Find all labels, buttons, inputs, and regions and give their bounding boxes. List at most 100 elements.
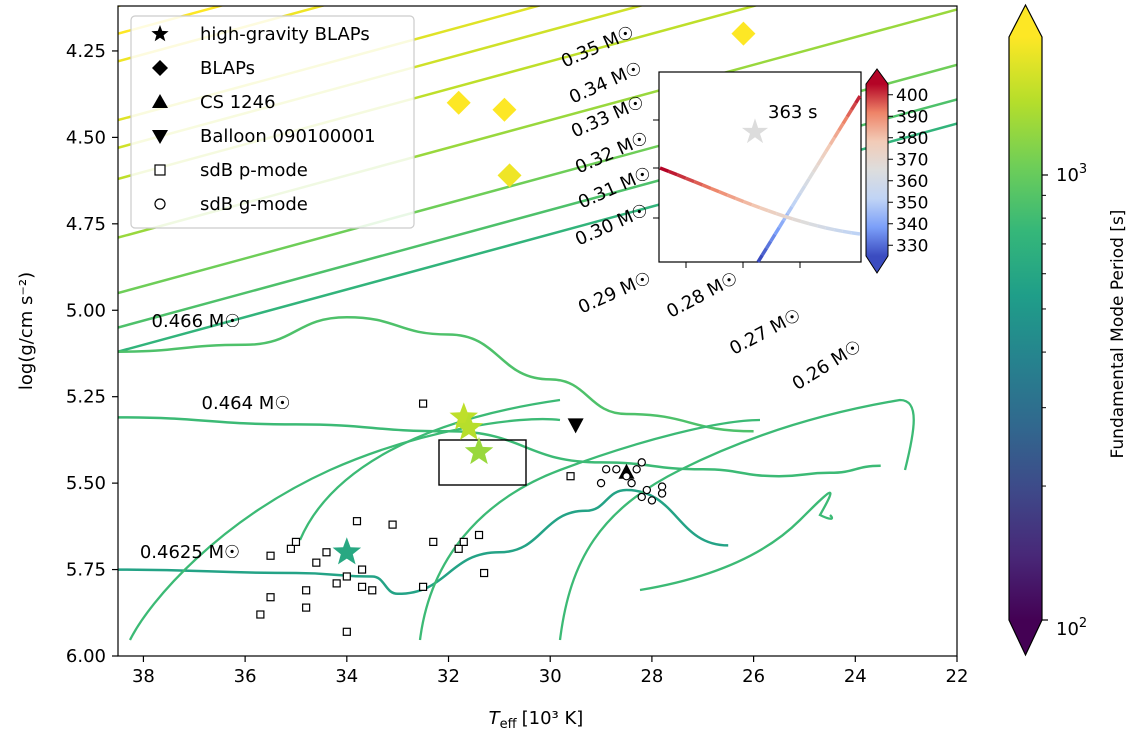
- sdb-p-mode-marker: [332, 579, 341, 588]
- sdb-g-mode-marker: [632, 465, 641, 474]
- x-tick-label: 36: [234, 666, 257, 687]
- inset-track-segment: [828, 136, 836, 146]
- x-axis-label: Teff [10³ K]: [489, 708, 584, 732]
- legend: high-gravity BLAPs BLAPs CS 1246 Balloon 09…: [130, 15, 415, 229]
- inset-track-segment: [841, 115, 849, 125]
- legend-square-icon: [154, 164, 166, 176]
- inset-track-segment: [685, 176, 695, 184]
- track-label: 0.26 M☉: [789, 336, 866, 395]
- inset-track-segment: [851, 231, 861, 236]
- track-line: [118, 416, 881, 478]
- y-axis-ticks: 4.25 4.50 4.75 5.00 5.25 5.50 5.75 6.00: [66, 41, 118, 667]
- x-tick-label: 24: [844, 666, 867, 687]
- legend-entry-label: CS 1246: [200, 92, 276, 113]
- inset-track-segment: [854, 95, 862, 104]
- legend-entry-label: sdB g-mode: [200, 194, 308, 215]
- inset-colorbar-tick-label: 350: [896, 193, 928, 213]
- inset-track-segment: [701, 183, 712, 191]
- inset-track-segment: [803, 178, 811, 187]
- track-line: [118, 6, 123, 8]
- colorbar-bottom-extend: [1009, 620, 1042, 655]
- legend-entry-label: sdB p-mode: [200, 160, 308, 181]
- data-markers: [256, 21, 756, 636]
- inset-track-segment: [676, 173, 687, 180]
- inset-track-segment: [799, 185, 807, 194]
- inset-track-segment: [833, 129, 841, 139]
- inset-plot: ★ 363 s: [653, 71, 862, 268]
- inset-colorbar-tick-label: 400: [896, 86, 928, 106]
- inset-track-segment: [825, 226, 835, 232]
- inset-colorbar-frame: [865, 68, 889, 274]
- track-hook: [639, 491, 834, 592]
- sdb-g-mode-marker: [612, 465, 621, 474]
- inset-track-segment: [811, 164, 819, 173]
- track-label: 0.27 M☉: [726, 305, 804, 360]
- sdb-p-mode-marker: [302, 603, 311, 612]
- inset-track-segment: [718, 190, 729, 197]
- inset-frame: [658, 71, 862, 263]
- high-gravity-blap-marker: [454, 412, 484, 440]
- colorbar-label: Fundamental Mode Period [s]: [1108, 210, 1128, 459]
- inset-track-segment: [820, 150, 828, 160]
- main-axes-frame: [117, 5, 958, 657]
- sdb-g-mode-marker: [601, 465, 611, 474]
- inset-track-segment: [743, 199, 753, 207]
- sdb-p-mode-marker: [322, 548, 331, 557]
- blap-marker: [497, 163, 522, 188]
- sdb-p-mode-marker: [302, 586, 311, 595]
- inset-track-segment: [808, 221, 818, 228]
- sdb-p-mode-marker: [342, 627, 351, 636]
- sdb-p-mode-marker: [256, 610, 265, 619]
- colorbar-tick-label-high: 103: [1056, 162, 1087, 186]
- legend-circle-icon: [154, 198, 166, 210]
- legend-star-icon: [151, 25, 169, 42]
- inset-colorbar-gradient: [866, 84, 888, 256]
- inset-track-segment: [816, 157, 824, 167]
- sdb-p-mode-marker: [474, 530, 484, 540]
- sdb-g-mode-marker: [637, 492, 646, 502]
- inset-track-segment: [773, 226, 781, 236]
- inset-track-segment: [765, 240, 773, 250]
- sdb-p-mode-marker: [388, 520, 397, 529]
- inset-track-segment: [760, 247, 768, 256]
- legend-triangle-up-icon: [152, 94, 168, 108]
- x-tick-label: 34: [335, 666, 358, 687]
- colorbar-gradient: [1009, 37, 1042, 620]
- sdb-g-mode-marker: [596, 478, 606, 488]
- inset-track-segment: [775, 211, 785, 218]
- x-tick-label: 32: [437, 666, 460, 687]
- legend-entry-label: BLAPs: [200, 58, 255, 79]
- x-tick-label: 30: [539, 666, 562, 687]
- legend-entry-label: Balloon 090100001: [200, 126, 376, 147]
- track-hook: [128, 417, 561, 641]
- inset-track-segment: [751, 203, 761, 210]
- sdb-p-mode-marker: [342, 572, 351, 581]
- sdb-g-mode-marker: [657, 482, 667, 491]
- high-gravity-blap-marker: [449, 402, 478, 430]
- main-colorbar: 103 102 Fundamental Mode Period [s]: [1008, 3, 1128, 657]
- inset-annotation: 363 s: [768, 102, 817, 123]
- y-tick-label: 5.50: [66, 473, 106, 494]
- colorbar-tick-label-low: 102: [1056, 616, 1087, 640]
- sdb-p-mode-marker: [480, 568, 489, 578]
- sdb-p-mode-marker: [459, 537, 468, 547]
- sdb-p-mode-marker: [291, 537, 301, 547]
- sdb-g-mode-marker: [627, 478, 636, 488]
- legend-entry-label: high-gravity BLAPs: [200, 24, 370, 45]
- y-tick-label: 6.00: [66, 646, 106, 667]
- balloon-marker: [567, 418, 584, 434]
- sdb-p-mode-marker: [357, 565, 367, 574]
- sdb-p-mode-marker: [352, 517, 362, 526]
- legend-diamond-icon: [152, 60, 168, 76]
- sdb-p-mode-marker: [266, 593, 275, 602]
- inset-track-segment: [659, 166, 670, 174]
- inset-track-segment: [783, 214, 794, 221]
- sdb-p-mode-marker: [418, 582, 428, 591]
- inset-track-segment: [777, 219, 785, 229]
- inset-colorbar-top-extend: [866, 69, 888, 84]
- track-label: 0.29 M☉: [575, 268, 654, 319]
- inset-track-segment: [759, 206, 769, 213]
- high-gravity-blap-marker: [464, 437, 494, 465]
- x-tick-label: 28: [640, 666, 663, 687]
- inset-colorbar-tick-label: 380: [896, 129, 928, 149]
